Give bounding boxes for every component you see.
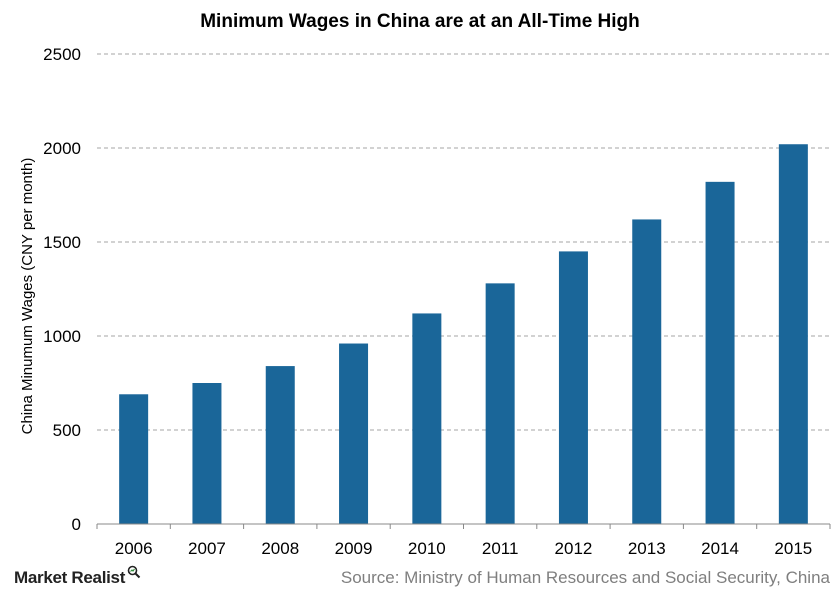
bar-2007 (192, 383, 222, 524)
x-tick-labels: 2006 2007 2008 2009 2010 2011 2012 2013 2014 2015 (115, 539, 813, 558)
x-tick-label: 2007 (188, 539, 226, 558)
y-tick-labels: 0 500 1000 1500 2000 2500 (43, 45, 81, 534)
x-tick-label: 2013 (628, 539, 666, 558)
brand-logo: Market Realist (14, 565, 141, 588)
chart-title: Minimum Wages in China are at an All-Tim… (200, 11, 640, 32)
y-tick-label: 1000 (43, 327, 81, 346)
x-tick-label: 2006 (115, 539, 153, 558)
source-note: Source: Ministry of Human Resources and … (340, 568, 830, 587)
y-axis-label: China Minumum Wages (CNY per month) (19, 158, 36, 435)
y-tick-label: 500 (53, 421, 81, 440)
magnifier-icon (127, 564, 141, 584)
bar-2009 (339, 343, 369, 524)
x-tick-label: 2011 (482, 539, 519, 558)
brand-name: Market Realist (14, 568, 126, 587)
x-tick-label: 2010 (408, 539, 446, 558)
bar-2006 (119, 394, 149, 524)
x-tick-label: 2012 (555, 539, 593, 558)
bar-2013 (632, 219, 662, 524)
bars (119, 144, 808, 525)
x-tick-label: 2015 (774, 539, 812, 558)
bar-2010 (412, 313, 442, 524)
bar-2008 (265, 366, 295, 524)
bar-2015 (778, 144, 808, 525)
x-tick-label: 2009 (335, 539, 373, 558)
axes (96, 523, 831, 529)
bar-2012 (558, 251, 588, 524)
y-tick-label: 1500 (43, 233, 81, 252)
y-tick-label: 2500 (43, 45, 81, 64)
bar-2011 (485, 283, 515, 524)
x-tick-label: 2014 (701, 539, 739, 558)
y-tick-label: 0 (72, 515, 81, 534)
bar-2014 (705, 181, 735, 524)
x-tick-label: 2008 (261, 539, 299, 558)
y-tick-label: 2000 (43, 139, 81, 158)
